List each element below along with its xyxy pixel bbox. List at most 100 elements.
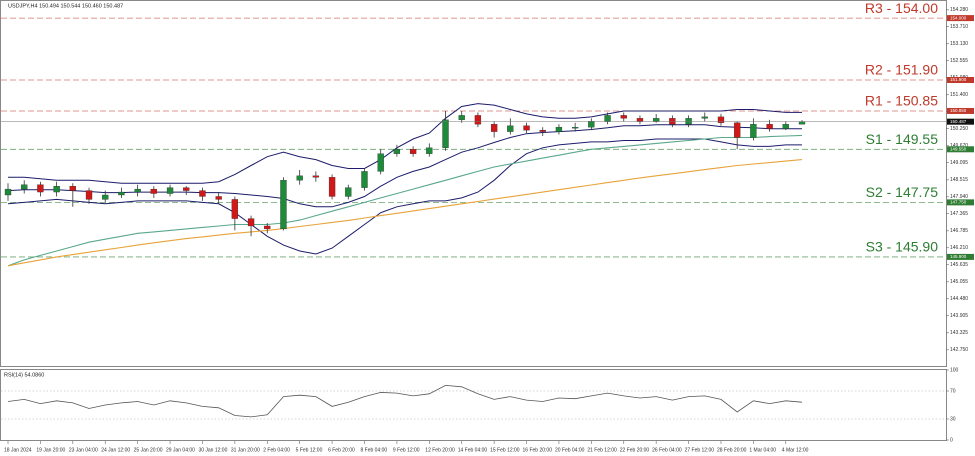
y-tick-label: 70: [950, 388, 956, 394]
x-tick-label: 9 Feb 12:00: [393, 447, 420, 453]
candle-body: [377, 153, 384, 172]
x-tick-label: 28 Feb 20:00: [717, 447, 747, 453]
candle-body: [69, 186, 76, 191]
x-tick-label: 23 Jan 04:00: [69, 447, 98, 453]
x-tick-label: 15 Feb 12:00: [490, 447, 520, 453]
level-label: S3 - 145.90: [866, 239, 939, 255]
candle-body: [798, 121, 806, 125]
x-tick-label: 2 Feb 04:00: [263, 447, 290, 453]
x-tick-label: 5 Feb 12:00: [296, 447, 323, 453]
candle-body: [134, 188, 141, 193]
last-price-tag: [947, 118, 974, 125]
candle-body: [620, 115, 627, 119]
candle-body: [701, 116, 708, 119]
y-tick-label: 151.400: [950, 92, 968, 98]
candle-body: [118, 191, 125, 196]
candle-body: [102, 194, 109, 200]
candle-body: [215, 196, 222, 200]
level-label: S1 - 149.55: [866, 131, 939, 147]
candle-body: [183, 187, 190, 191]
y-tick-label: 153.710: [950, 24, 968, 30]
candle-body: [85, 190, 93, 200]
indicator-line: [8, 103, 802, 184]
candle-body: [588, 121, 595, 128]
candle-body: [717, 116, 725, 123]
y-tick-label: 147.940: [950, 194, 968, 200]
candle-body: [21, 184, 28, 190]
level-label: S2 - 147.75: [866, 184, 939, 200]
candle-body: [458, 115, 465, 120]
last-price-label: 150.487: [950, 119, 967, 124]
candle-body: [296, 175, 303, 181]
x-tick-label: 8 Feb 04:00: [360, 447, 387, 453]
y-tick-label: 143.905: [950, 313, 968, 319]
x-tick-label: 19 Jan 20:00: [36, 447, 65, 453]
candle-body: [247, 218, 255, 227]
x-tick-label: 4 Mar 12:00: [782, 447, 809, 453]
level-label: R3 - 154.00: [865, 0, 938, 16]
candle-body: [571, 127, 579, 129]
x-tick-label: 27 Feb 12:00: [685, 447, 715, 453]
y-tick-label: 30: [950, 416, 956, 422]
candle-body: [555, 127, 563, 132]
candle-body: [312, 175, 320, 178]
y-tick-label: 153.130: [950, 41, 968, 47]
x-tick-label: 20 Feb 04:00: [555, 447, 585, 453]
y-tick-label: 148.515: [950, 177, 968, 183]
y-tick-label: 145.055: [950, 279, 968, 285]
candle-body: [474, 115, 482, 125]
x-tick-label: 6 Feb 20:00: [328, 447, 355, 453]
level-tag-label: 147.750: [950, 200, 967, 205]
rsi-header: RSI(14) 54.0860: [4, 372, 44, 378]
y-tick-label: 144.480: [950, 296, 968, 302]
candle-body: [264, 225, 271, 230]
candle-body: [685, 118, 692, 125]
y-tick-label: 150.250: [950, 126, 968, 132]
symbol-header: USDJPY,H4 150.494 150.544 150.460 150.48…: [8, 3, 123, 9]
level-tag-label: 145.900: [950, 254, 967, 259]
x-tick-label: 14 Feb 04:00: [458, 447, 488, 453]
y-tick-label: 0: [950, 437, 953, 443]
candle-body: [231, 199, 239, 219]
candle-body: [507, 125, 514, 132]
level-tag: [947, 146, 974, 153]
level-label: R1 - 150.85: [865, 93, 938, 109]
candle-body: [393, 149, 401, 154]
y-tick-label: 154.280: [950, 7, 968, 13]
y-tick-label: 149.670: [950, 143, 968, 149]
x-tick-label: 21 Feb 12:00: [587, 447, 617, 453]
x-tick-label: 22 Feb 20:00: [620, 447, 650, 453]
candle-body: [4, 188, 12, 196]
indicator-line: [7, 138, 802, 255]
candle-body: [37, 184, 44, 193]
candle-body: [150, 188, 157, 194]
level-tag-label: 150.850: [950, 108, 967, 113]
level-tag: [947, 77, 974, 84]
candle-body: [426, 147, 433, 154]
candle-body: [409, 149, 417, 154]
main-panel: [0, 0, 947, 367]
candle-body: [490, 124, 498, 132]
candle-body: [782, 124, 789, 129]
level-label: R2 - 151.90: [865, 62, 938, 78]
y-tick-label: 149.095: [950, 160, 968, 166]
candle-body: [53, 186, 60, 193]
candle-body: [166, 187, 174, 194]
y-tick-label: 145.635: [950, 262, 968, 268]
candle-body: [669, 118, 676, 125]
x-tick-label: 26 Feb 04:00: [652, 447, 682, 453]
y-tick-label: 142.750: [950, 347, 968, 353]
candle-body: [539, 129, 546, 132]
rsi-line: [7, 384, 803, 418]
x-tick-label: 18 Jan 2024: [4, 447, 32, 453]
candle-body: [750, 124, 757, 138]
x-tick-label: 29 Jan 04:00: [166, 447, 195, 453]
x-tick-label: 1 Mar 04:00: [749, 447, 776, 453]
candle-body: [361, 171, 368, 188]
candle-body: [734, 122, 741, 138]
indicator-line: [7, 124, 802, 208]
candle-body: [328, 177, 336, 197]
candle-body: [766, 124, 773, 129]
